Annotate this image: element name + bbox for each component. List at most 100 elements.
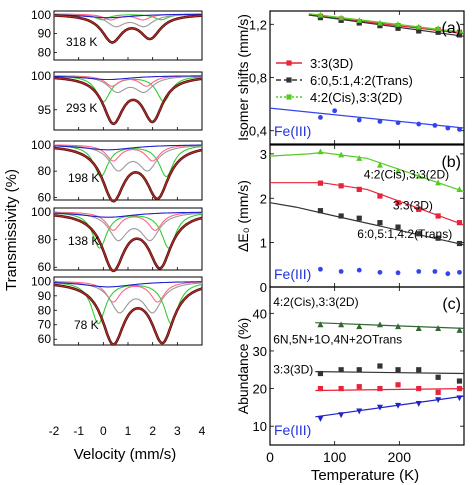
- data-point: [435, 325, 442, 331]
- curve-label: 6N,5N+1O,4N+2OTrans: [273, 332, 402, 346]
- data-point: [456, 27, 463, 34]
- panel-frame: [269, 286, 465, 446]
- x-tick-label: 1: [125, 424, 132, 438]
- y-tick-label: 100: [31, 69, 51, 83]
- total-fit-curve: [53, 14, 203, 44]
- data-point: [395, 167, 402, 174]
- panel-tag: (a): [441, 20, 461, 37]
- feiii-annotation: Fe(III): [274, 123, 311, 139]
- data-point: [356, 20, 362, 26]
- parameter-panel: Abundance (%)10 20 30 40 (c) Fe(III) 4:2(Cis),…: [235, 286, 465, 446]
- x-tick-label: 200: [388, 449, 412, 465]
- data-point: [456, 385, 463, 392]
- right-panels: Isomer shifts (mm/s)0,4 0,8 1,2 (a) Fe(III) 3…: [235, 10, 465, 465]
- y-tick-label: 2: [260, 191, 267, 206]
- spectrum-panel: 60 80 100 198 K: [31, 138, 203, 204]
- data-point: [317, 15, 324, 21]
- data-point: [395, 367, 401, 373]
- data-point: [356, 408, 363, 415]
- data-point: [456, 395, 463, 402]
- data-point: [318, 266, 323, 272]
- data-point: [395, 382, 401, 388]
- y-tick-label: 80: [38, 45, 52, 59]
- data-point: [416, 121, 422, 127]
- y-tick-label: 60: [38, 190, 52, 204]
- fit-line: [315, 371, 465, 375]
- measured-spectrum: [53, 283, 203, 346]
- curve-label: 3:3(3D): [273, 363, 313, 377]
- data-point: [338, 367, 344, 373]
- y-tick-label: 40: [253, 306, 267, 321]
- feiii-annotation: Fe(III): [274, 422, 311, 438]
- total-fit-curve: [53, 214, 203, 272]
- data-point: [435, 213, 441, 219]
- fit-line: [315, 388, 465, 392]
- panel-tag: (b): [441, 154, 461, 171]
- data-point: [377, 269, 383, 275]
- y-tick-label: 95: [38, 103, 52, 117]
- data-point: [356, 215, 362, 221]
- data-point: [317, 321, 324, 328]
- parameter-panel: ΔE₀ (mm/s) 0 1 2 3 (b) Fe(III) 4:2(Cis),3:3(2D)…: [235, 144, 465, 295]
- y-tick-label: 60: [38, 332, 52, 346]
- data-point: [415, 23, 422, 30]
- legend-label: 4:2(Cis),3:3(2D): [310, 90, 402, 105]
- data-point: [356, 323, 363, 330]
- component-curve-comp-pink: [54, 211, 202, 231]
- data-point: [456, 327, 463, 333]
- data-point: [445, 125, 451, 131]
- data-point: [445, 271, 451, 277]
- data-point: [317, 148, 324, 155]
- temperature-label: 318 K: [66, 35, 97, 49]
- data-point: [376, 404, 383, 411]
- data-point: [395, 200, 401, 206]
- data-point: [435, 397, 442, 404]
- data-point: [416, 367, 422, 373]
- data-point: [395, 402, 402, 409]
- y-tick-label: 10: [253, 419, 267, 434]
- temperature-label: 78 K: [74, 318, 99, 332]
- y-tick-label: 0,8: [249, 71, 267, 86]
- x-tick-label: 4: [199, 424, 206, 438]
- component-curve-comp-blue: [54, 144, 202, 151]
- data-point: [356, 367, 362, 373]
- data-point: [317, 416, 324, 422]
- component-curve-comp-grey: [54, 13, 202, 28]
- left-x-tick-labels: -2 -1 0 1 2 3 4: [49, 424, 206, 438]
- y-tick-label: 80: [38, 303, 52, 317]
- y-tick-label: 1: [260, 236, 267, 251]
- y-tick-label: 70: [38, 318, 52, 332]
- legend-marker: [286, 60, 292, 66]
- data-point: [356, 17, 363, 23]
- y-axis-label: Isomer shifts (mm/s): [235, 14, 251, 141]
- component-curve-comp-pink: [53, 281, 202, 303]
- data-point: [435, 374, 441, 380]
- fit-line: [315, 322, 465, 329]
- data-point: [395, 21, 402, 27]
- component-curve-comp-green: [54, 145, 203, 178]
- y-tick-label: 100: [31, 274, 51, 288]
- data-point: [356, 186, 362, 192]
- data-point: [356, 267, 362, 273]
- data-point: [377, 118, 383, 124]
- y-tick-label: 30: [253, 344, 267, 359]
- y-tick-label: 100: [31, 205, 51, 219]
- data-point: [456, 240, 463, 247]
- parameter-panel: Isomer shifts (mm/s)0,4 0,8 1,2 (a) Fe(III) 3…: [235, 10, 465, 145]
- total-fit-curve: [53, 147, 203, 202]
- y-tick-label: 90: [38, 27, 52, 41]
- data-point: [456, 32, 463, 38]
- data-point: [356, 155, 363, 161]
- data-point: [435, 235, 441, 241]
- y-tick-label: 0,4: [249, 124, 267, 139]
- data-point: [317, 180, 324, 186]
- legend-label: 6:0,5:1,4:2(Trans): [310, 73, 413, 88]
- y-tick-label: 80: [38, 233, 52, 247]
- curve-label: 6:0,5:1,4:2(Trans): [357, 227, 452, 241]
- curve-label: 4:2(Cis),3:3(2D): [364, 167, 449, 181]
- y-axis-label: ΔE₀ (mm/s): [235, 180, 251, 252]
- data-point: [338, 321, 345, 328]
- component-curve-comp-blue: [54, 13, 202, 19]
